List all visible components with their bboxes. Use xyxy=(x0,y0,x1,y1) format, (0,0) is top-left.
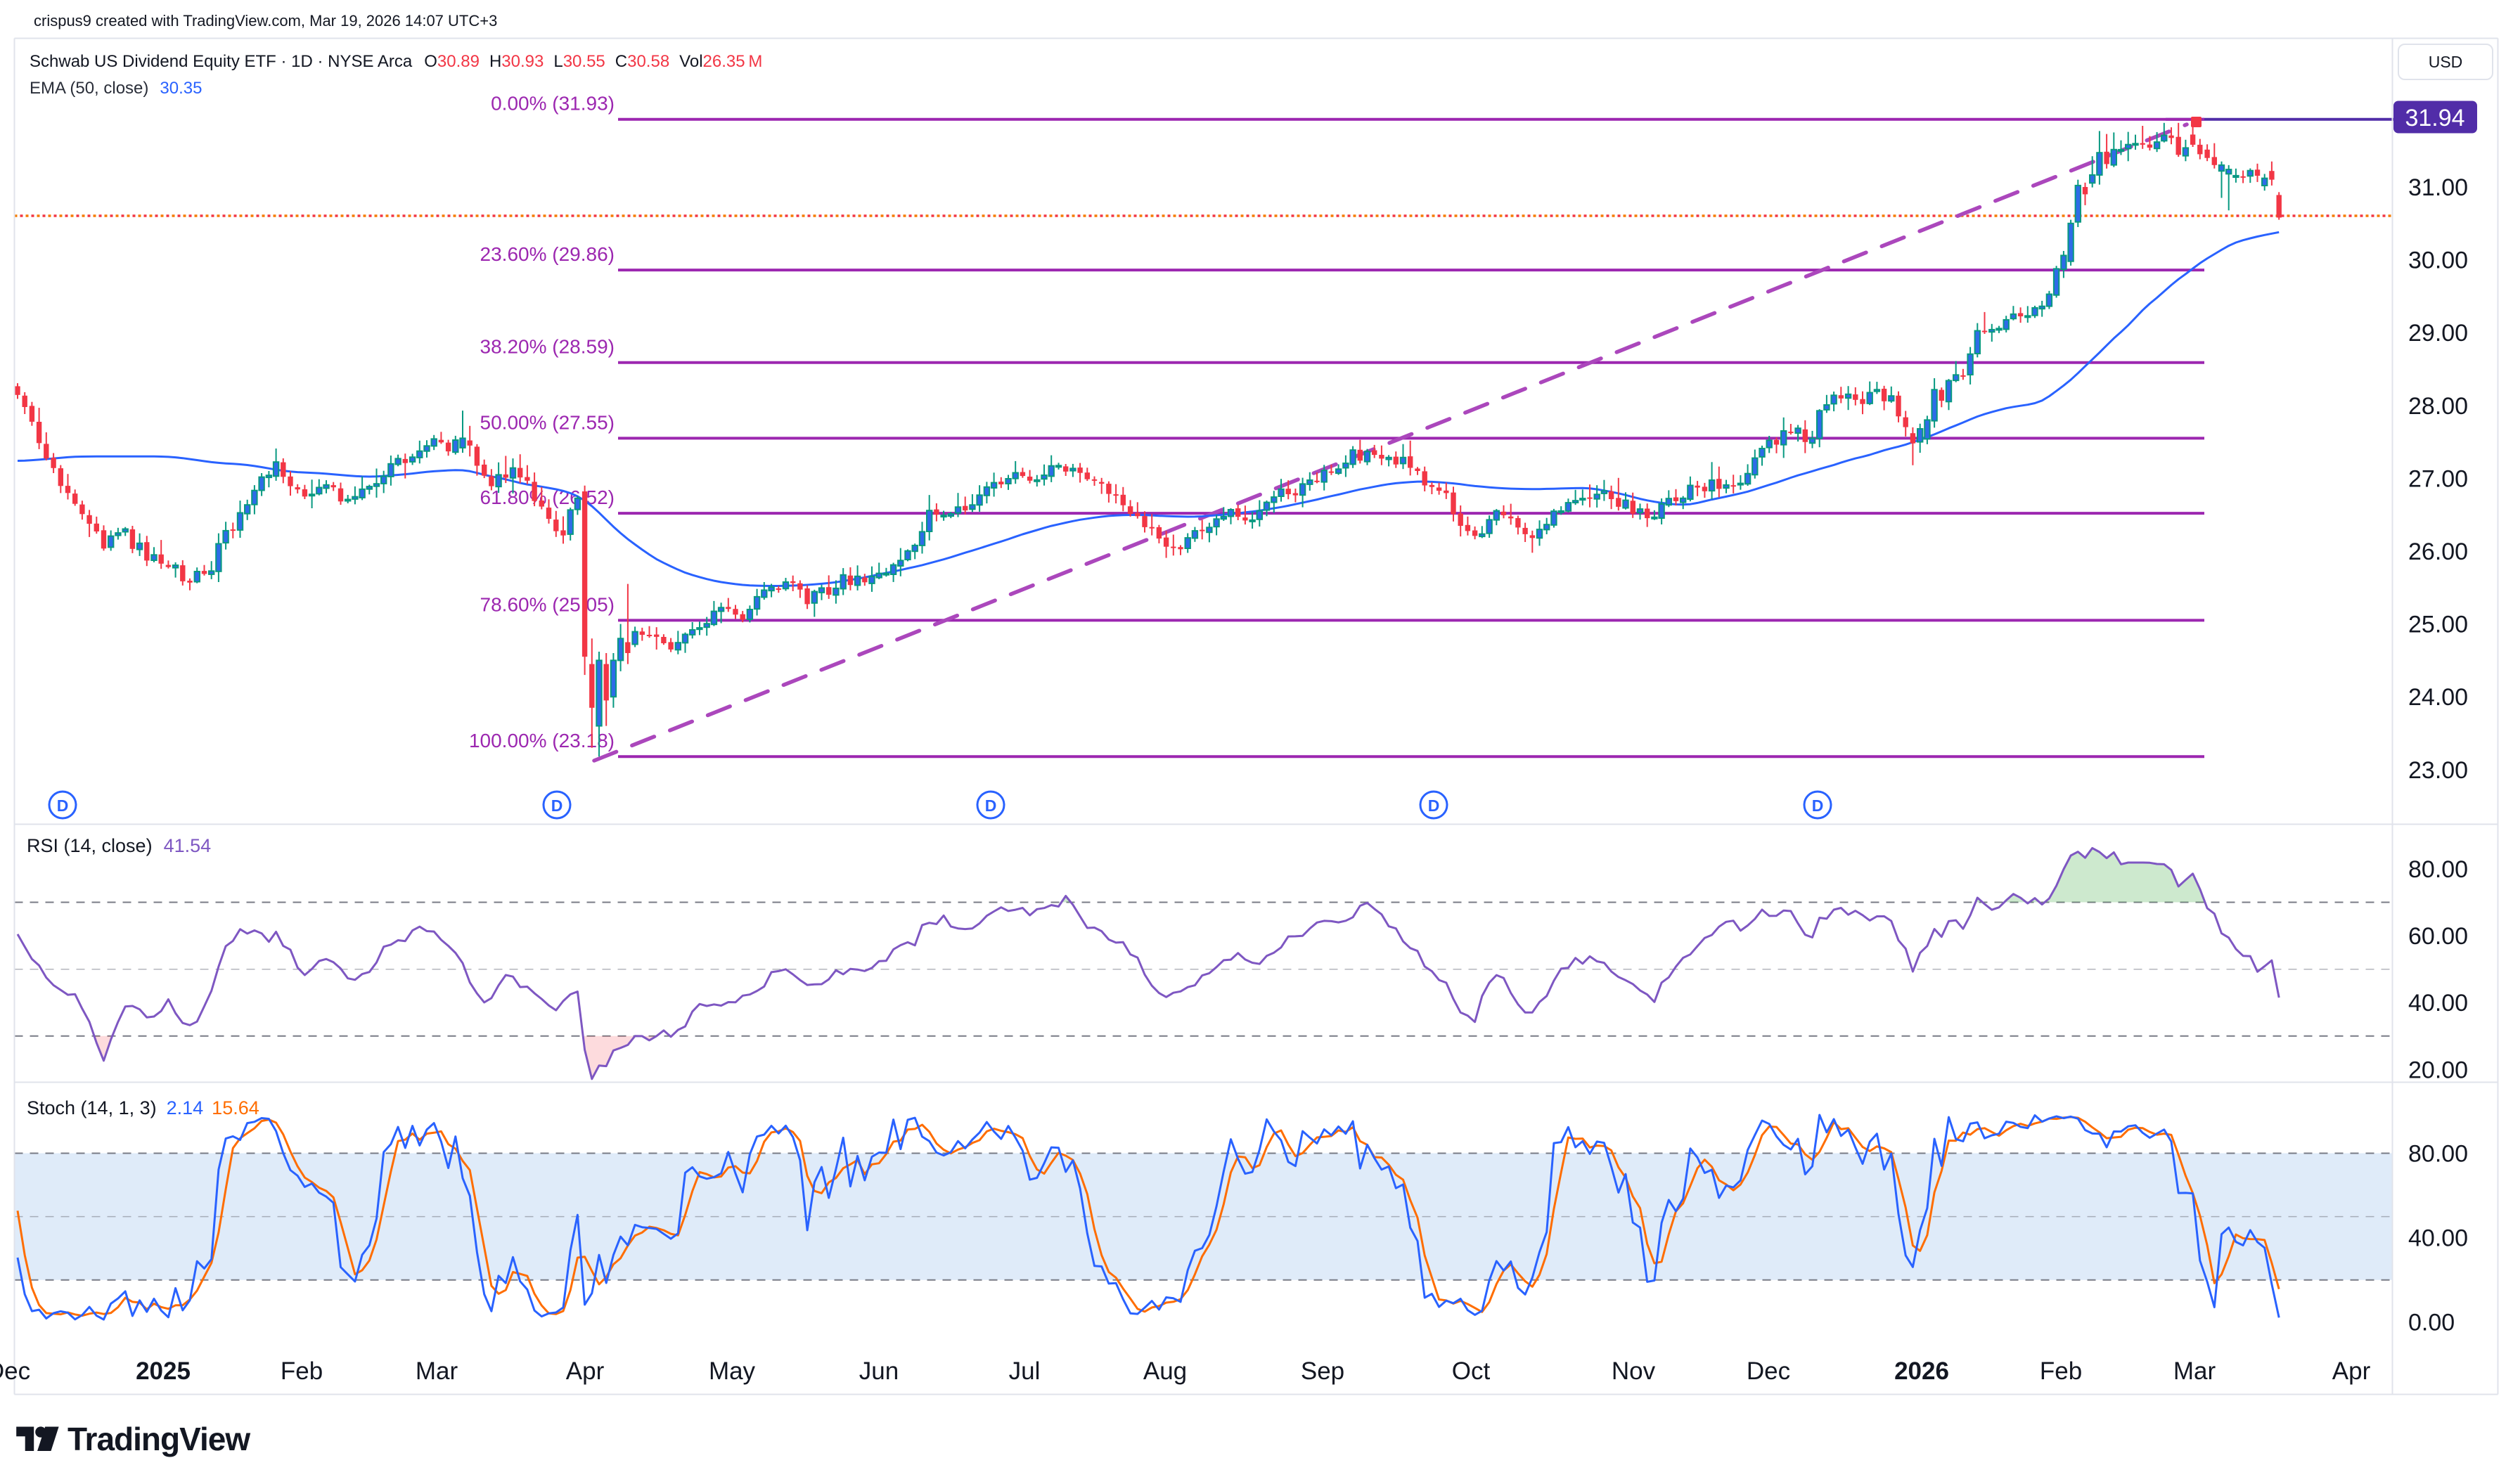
svg-text:78.60% (25.05): 78.60% (25.05) xyxy=(480,593,615,615)
svg-text:Oct: Oct xyxy=(1452,1357,1491,1385)
svg-text:61.80% (26.52): 61.80% (26.52) xyxy=(480,486,615,508)
svg-text:TradingView: TradingView xyxy=(68,1421,250,1457)
svg-text:D: D xyxy=(1812,796,1824,815)
svg-text:Mar: Mar xyxy=(416,1357,458,1385)
svg-text:80.00: 80.00 xyxy=(2408,1141,2468,1168)
svg-text:Dec: Dec xyxy=(0,1357,30,1385)
svg-text:Apr: Apr xyxy=(566,1357,605,1385)
svg-text:0.00% (31.93): 0.00% (31.93) xyxy=(491,93,615,115)
svg-text:crispus9 created with TradingV: crispus9 created with TradingView.com, M… xyxy=(34,12,497,30)
svg-text:28.00: 28.00 xyxy=(2408,393,2468,420)
svg-text:D: D xyxy=(57,796,69,815)
svg-text:Aug: Aug xyxy=(1143,1357,1187,1385)
svg-text:60.00: 60.00 xyxy=(2408,923,2468,950)
svg-text:20.00: 20.00 xyxy=(2408,1057,2468,1083)
svg-text:Jul: Jul xyxy=(1009,1357,1041,1385)
svg-text:D: D xyxy=(985,796,997,815)
svg-text:29.00: 29.00 xyxy=(2408,320,2468,347)
svg-text:40.00: 40.00 xyxy=(2408,990,2468,1017)
svg-text:Feb: Feb xyxy=(281,1357,323,1385)
svg-text:23.60% (29.86): 23.60% (29.86) xyxy=(480,243,615,265)
svg-text:40.00: 40.00 xyxy=(2408,1225,2468,1252)
svg-text:Mar: Mar xyxy=(2173,1357,2216,1385)
svg-text:50.00% (27.55): 50.00% (27.55) xyxy=(480,411,615,433)
svg-text:30.00: 30.00 xyxy=(2408,247,2468,274)
svg-text:May: May xyxy=(709,1357,756,1385)
svg-text:0.00: 0.00 xyxy=(2408,1310,2455,1336)
svg-text:26.00: 26.00 xyxy=(2408,538,2468,565)
svg-text:D: D xyxy=(551,796,563,815)
svg-text:RSI (14, close)41.54: RSI (14, close) 41.54 xyxy=(27,835,211,856)
svg-text:2025: 2025 xyxy=(136,1357,191,1385)
svg-text:Apr: Apr xyxy=(2332,1357,2371,1385)
svg-text:USD: USD xyxy=(2429,53,2463,71)
svg-text:D: D xyxy=(1428,796,1440,815)
svg-text:Sep: Sep xyxy=(1301,1357,1344,1385)
svg-text:23.00: 23.00 xyxy=(2408,757,2468,784)
svg-text:25.00: 25.00 xyxy=(2408,612,2468,638)
svg-text:Jun: Jun xyxy=(859,1357,899,1385)
svg-text:2026: 2026 xyxy=(1894,1357,1949,1385)
svg-text:38.20% (28.59): 38.20% (28.59) xyxy=(480,336,615,358)
svg-text:24.00: 24.00 xyxy=(2408,684,2468,711)
svg-text:Feb: Feb xyxy=(2040,1357,2082,1385)
svg-text:31.94: 31.94 xyxy=(2405,105,2464,131)
svg-text:Schwab US Dividend Equity ETF: Schwab US Dividend Equity ETF · 1D · NYS… xyxy=(30,52,762,71)
svg-text:Dec: Dec xyxy=(1747,1357,1790,1385)
svg-text:31.00: 31.00 xyxy=(2408,174,2468,201)
svg-text:27.00: 27.00 xyxy=(2408,465,2468,492)
svg-text:Nov: Nov xyxy=(1612,1357,1656,1385)
svg-text:EMA (50, close)30.35: EMA (50, close) 30.35 xyxy=(30,79,202,98)
svg-text:80.00: 80.00 xyxy=(2408,856,2468,883)
svg-text:100.00% (23.18): 100.00% (23.18) xyxy=(469,730,615,751)
